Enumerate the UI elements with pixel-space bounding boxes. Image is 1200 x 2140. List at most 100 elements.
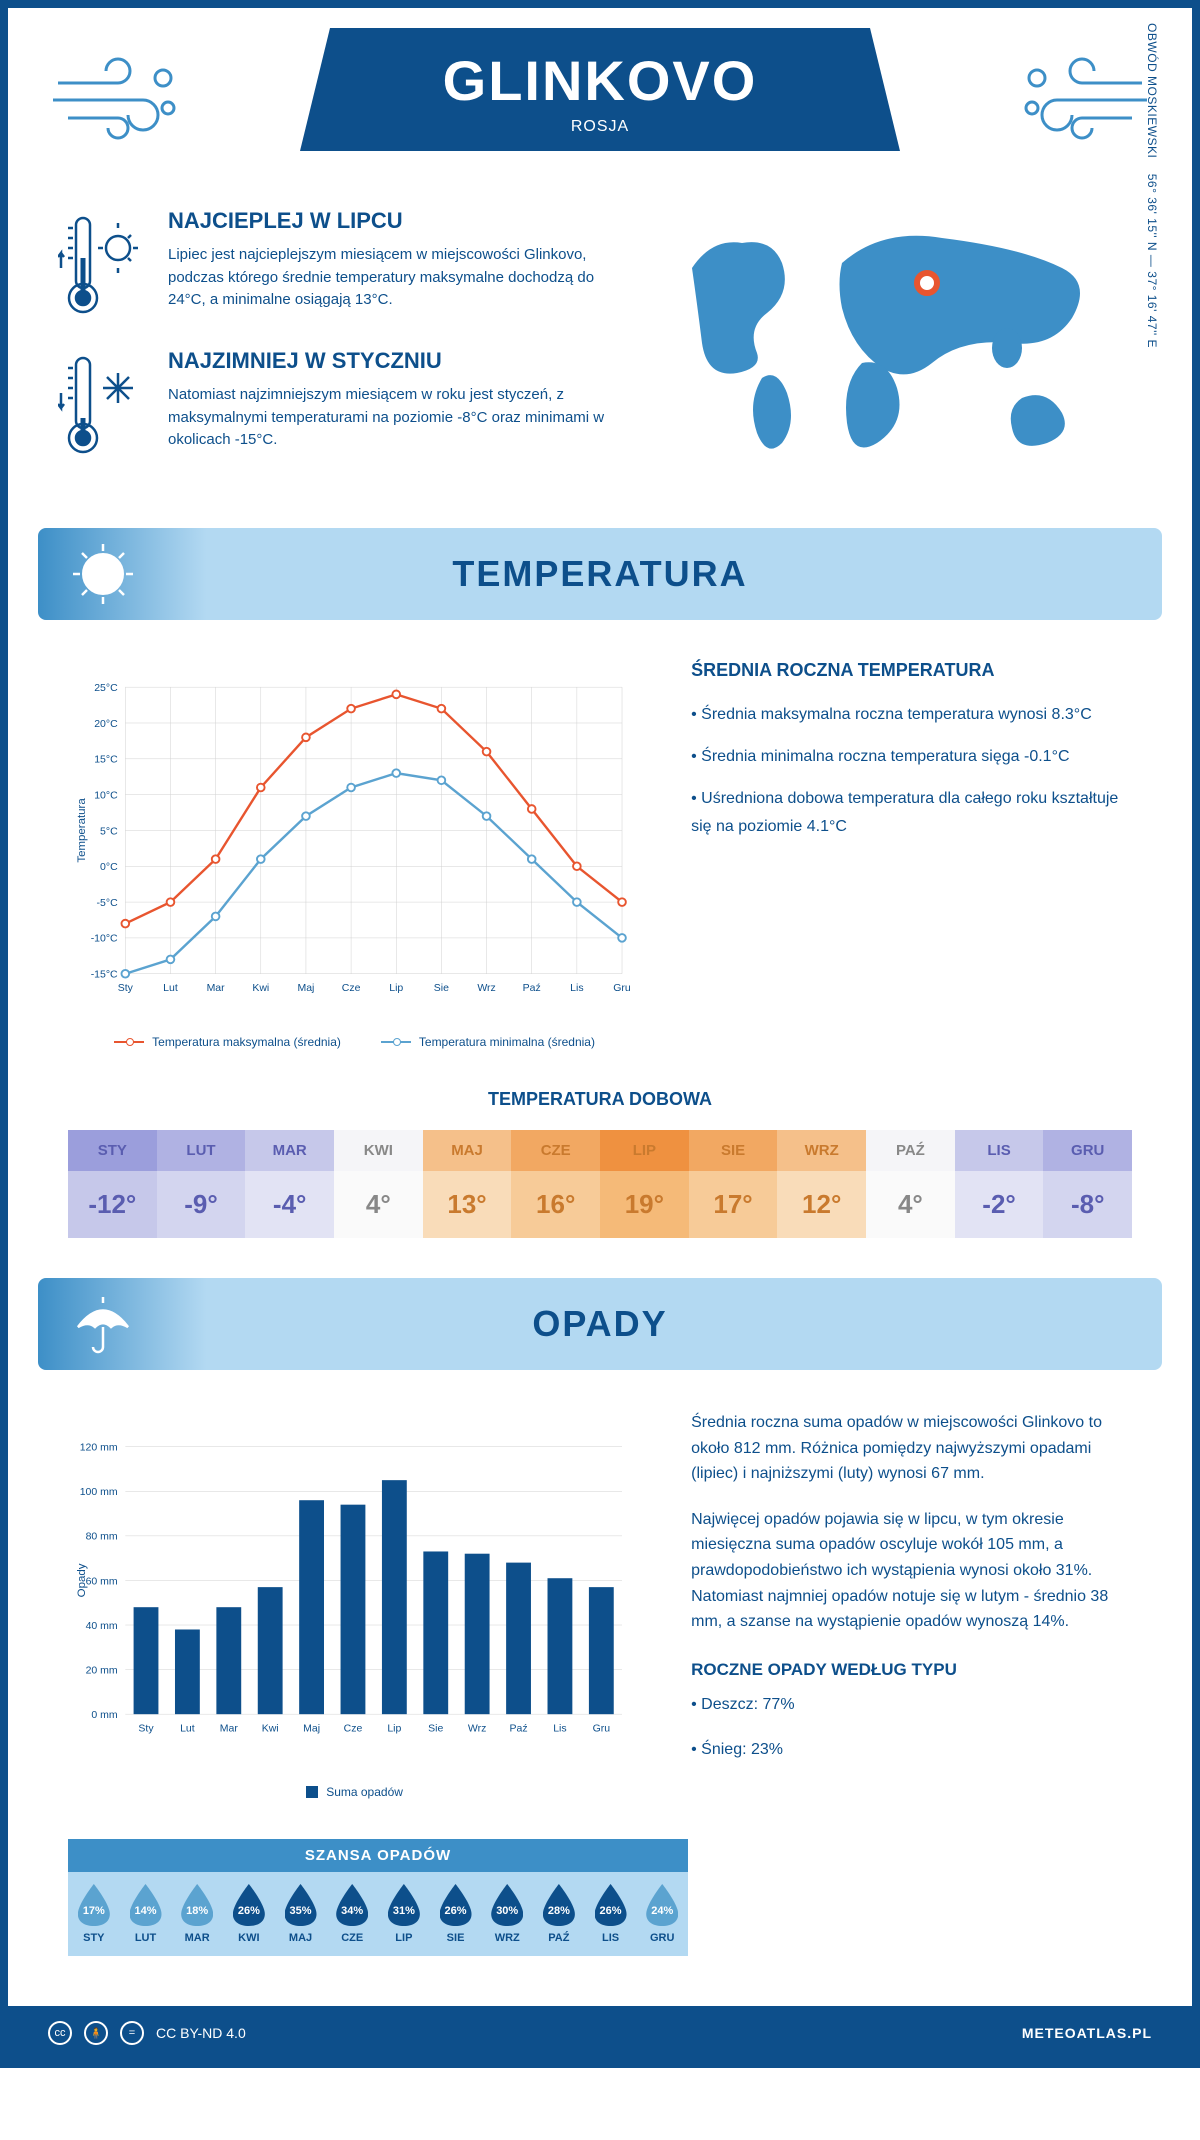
umbrella-icon — [68, 1289, 138, 1359]
temp-cell: PAŹ4° — [866, 1130, 955, 1238]
svg-text:10°C: 10°C — [94, 789, 118, 801]
temperature-header: TEMPERATURA — [38, 528, 1162, 620]
svg-text:Opady: Opady — [76, 1563, 88, 1597]
thermometer-cold-icon — [58, 348, 148, 458]
world-map-icon — [662, 208, 1102, 468]
wind-icon-right — [1012, 48, 1152, 148]
chance-cell: 24%GRU — [636, 1884, 688, 1944]
svg-text:Sty: Sty — [138, 1722, 154, 1734]
chance-cell: 30%WRZ — [481, 1884, 533, 1944]
svg-text:Mar: Mar — [220, 1722, 239, 1734]
license-text: CC BY-ND 4.0 — [156, 2025, 246, 2041]
temp-cell: MAR-4° — [245, 1130, 334, 1238]
svg-text:Lip: Lip — [387, 1722, 401, 1734]
svg-text:80 mm: 80 mm — [86, 1531, 118, 1543]
legend-sum: Suma opadów — [306, 1785, 403, 1799]
svg-text:0°C: 0°C — [100, 861, 118, 873]
legend-min: .legend-item:nth-child(2) .legend-line::… — [381, 1035, 595, 1049]
sun-icon — [68, 539, 138, 609]
temp-cell: SIE17° — [689, 1130, 778, 1238]
chance-cell: 28%PAŹ — [533, 1884, 585, 1944]
temp-cell: KWI4° — [334, 1130, 423, 1238]
precipitation-header: OPADY — [38, 1278, 1162, 1370]
daily-temperature: TEMPERATURA DOBOWA STY-12°LUT-9°MAR-4°KW… — [8, 1089, 1192, 1278]
svg-text:Gru: Gru — [613, 982, 631, 994]
temperature-chart: -15°C-10°C-5°C0°C5°C10°C15°C20°C25°CStyL… — [68, 660, 641, 1049]
svg-text:25°C: 25°C — [94, 682, 118, 694]
svg-text:Lip: Lip — [389, 982, 403, 994]
coldest-block: NAJZIMNIEJ W STYCZNIU Natomiast najzimni… — [58, 348, 622, 458]
temperature-summary: ŚREDNIA ROCZNA TEMPERATURA • Średnia mak… — [691, 660, 1132, 1049]
svg-text:Cze: Cze — [344, 1722, 363, 1734]
info-section: NAJCIEPLEJ W LIPCU Lipiec jest najcieple… — [8, 188, 1192, 528]
chance-cell: 26%LIS — [585, 1884, 637, 1944]
coldest-desc: Natomiast najzimniejszym miesiącem w rok… — [168, 384, 622, 452]
svg-text:Mar: Mar — [207, 982, 226, 994]
thermometer-hot-icon — [58, 208, 148, 318]
svg-text:Sty: Sty — [118, 982, 134, 994]
summary-title: ŚREDNIA ROCZNA TEMPERATURA — [691, 660, 1132, 681]
warmest-text: NAJCIEPLEJ W LIPCU Lipiec jest najcieple… — [168, 208, 622, 318]
by-type-title: ROCZNE OPADY WEDŁUG TYPU — [691, 1660, 1132, 1680]
svg-text:20 mm: 20 mm — [86, 1664, 118, 1676]
svg-text:Lis: Lis — [570, 982, 583, 994]
svg-text:Lis: Lis — [553, 1722, 566, 1734]
nd-icon: = — [120, 2021, 144, 2045]
temp-cell: CZE16° — [511, 1130, 600, 1238]
temp-cell: STY-12° — [68, 1130, 157, 1238]
chance-title: SZANSA OPADÓW — [68, 1839, 688, 1872]
coldest-title: NAJZIMNIEJ W STYCZNIU — [168, 348, 622, 374]
temp-cell: WRZ12° — [777, 1130, 866, 1238]
svg-text:Wrz: Wrz — [468, 1722, 486, 1734]
rain-pct: • Deszcz: 77% — [691, 1692, 1132, 1718]
svg-text:15°C: 15°C — [94, 754, 118, 766]
chance-cell: 26%KWI — [223, 1884, 275, 1944]
temp-cell: LIS-2° — [955, 1130, 1044, 1238]
svg-text:5°C: 5°C — [100, 825, 118, 837]
page-container: GLINKOVO ROSJA — [0, 0, 1200, 2068]
title-banner: GLINKOVO ROSJA — [300, 28, 900, 151]
wind-icon-left — [48, 48, 188, 148]
svg-text:-5°C: -5°C — [97, 897, 119, 909]
svg-text:0 mm: 0 mm — [91, 1709, 118, 1721]
precipitation-chart: 0 mm20 mm40 mm60 mm80 mm100 mm120 mmStyL… — [68, 1410, 641, 1799]
precip-p1: Średnia roczna suma opadów w miejscowośc… — [691, 1410, 1132, 1487]
country-subtitle: ROSJA — [400, 118, 800, 136]
precip-p2: Najwięcej opadów pojawia się w lipcu, w … — [691, 1507, 1132, 1635]
svg-text:Maj: Maj — [303, 1722, 320, 1734]
precipitation-title: OPADY — [532, 1303, 667, 1345]
summary-p1: • Średnia maksymalna roczna temperatura … — [691, 701, 1132, 728]
chance-cell: 17%STY — [68, 1884, 120, 1944]
temp-cell: LUT-9° — [157, 1130, 246, 1238]
temp-cell: GRU-8° — [1043, 1130, 1132, 1238]
svg-text:40 mm: 40 mm — [86, 1620, 118, 1632]
svg-text:120 mm: 120 mm — [80, 1442, 118, 1454]
svg-text:Paź: Paź — [509, 1722, 527, 1734]
temperature-content: -15°C-10°C-5°C0°C5°C10°C15°C20°C25°CStyL… — [8, 620, 1192, 1089]
svg-text:Sie: Sie — [434, 982, 449, 994]
header: GLINKOVO ROSJA — [8, 8, 1192, 188]
svg-text:100 mm: 100 mm — [80, 1486, 118, 1498]
site-name: METEOATLAS.PL — [1022, 2025, 1152, 2041]
summary-p2: • Średnia minimalna roczna temperatura s… — [691, 743, 1132, 770]
svg-text:-10°C: -10°C — [91, 933, 118, 945]
temp-cell: MAJ13° — [423, 1130, 512, 1238]
svg-text:Wrz: Wrz — [477, 982, 495, 994]
cc-icon: cc — [48, 2021, 72, 2045]
footer: cc 🧍 = CC BY-ND 4.0 METEOATLAS.PL — [8, 2006, 1192, 2060]
by-icon: 🧍 — [84, 2021, 108, 2045]
precip-legend: Suma opadów — [68, 1785, 641, 1799]
warmest-title: NAJCIEPLEJ W LIPCU — [168, 208, 622, 234]
info-left: NAJCIEPLEJ W LIPCU Lipiec jest najcieple… — [58, 208, 622, 488]
chance-cell: 14%LUT — [120, 1884, 172, 1944]
svg-text:Kwi: Kwi — [262, 1722, 279, 1734]
svg-text:Paź: Paź — [523, 982, 541, 994]
svg-text:Maj: Maj — [297, 982, 314, 994]
coordinates: OBWÓD MOSKIEWSKI 56° 36' 15'' N — 37° 16… — [1145, 23, 1159, 348]
chance-cell: 31%LIP — [378, 1884, 430, 1944]
map-wrap: OBWÓD MOSKIEWSKI 56° 36' 15'' N — 37° 16… — [662, 208, 1142, 488]
svg-text:Temperatura: Temperatura — [76, 798, 88, 863]
chance-cell: 34%CZE — [326, 1884, 378, 1944]
svg-text:Kwi: Kwi — [252, 982, 269, 994]
svg-text:Cze: Cze — [342, 982, 361, 994]
